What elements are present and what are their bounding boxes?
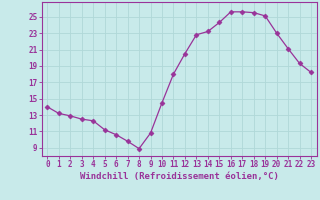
X-axis label: Windchill (Refroidissement éolien,°C): Windchill (Refroidissement éolien,°C) [80,172,279,181]
